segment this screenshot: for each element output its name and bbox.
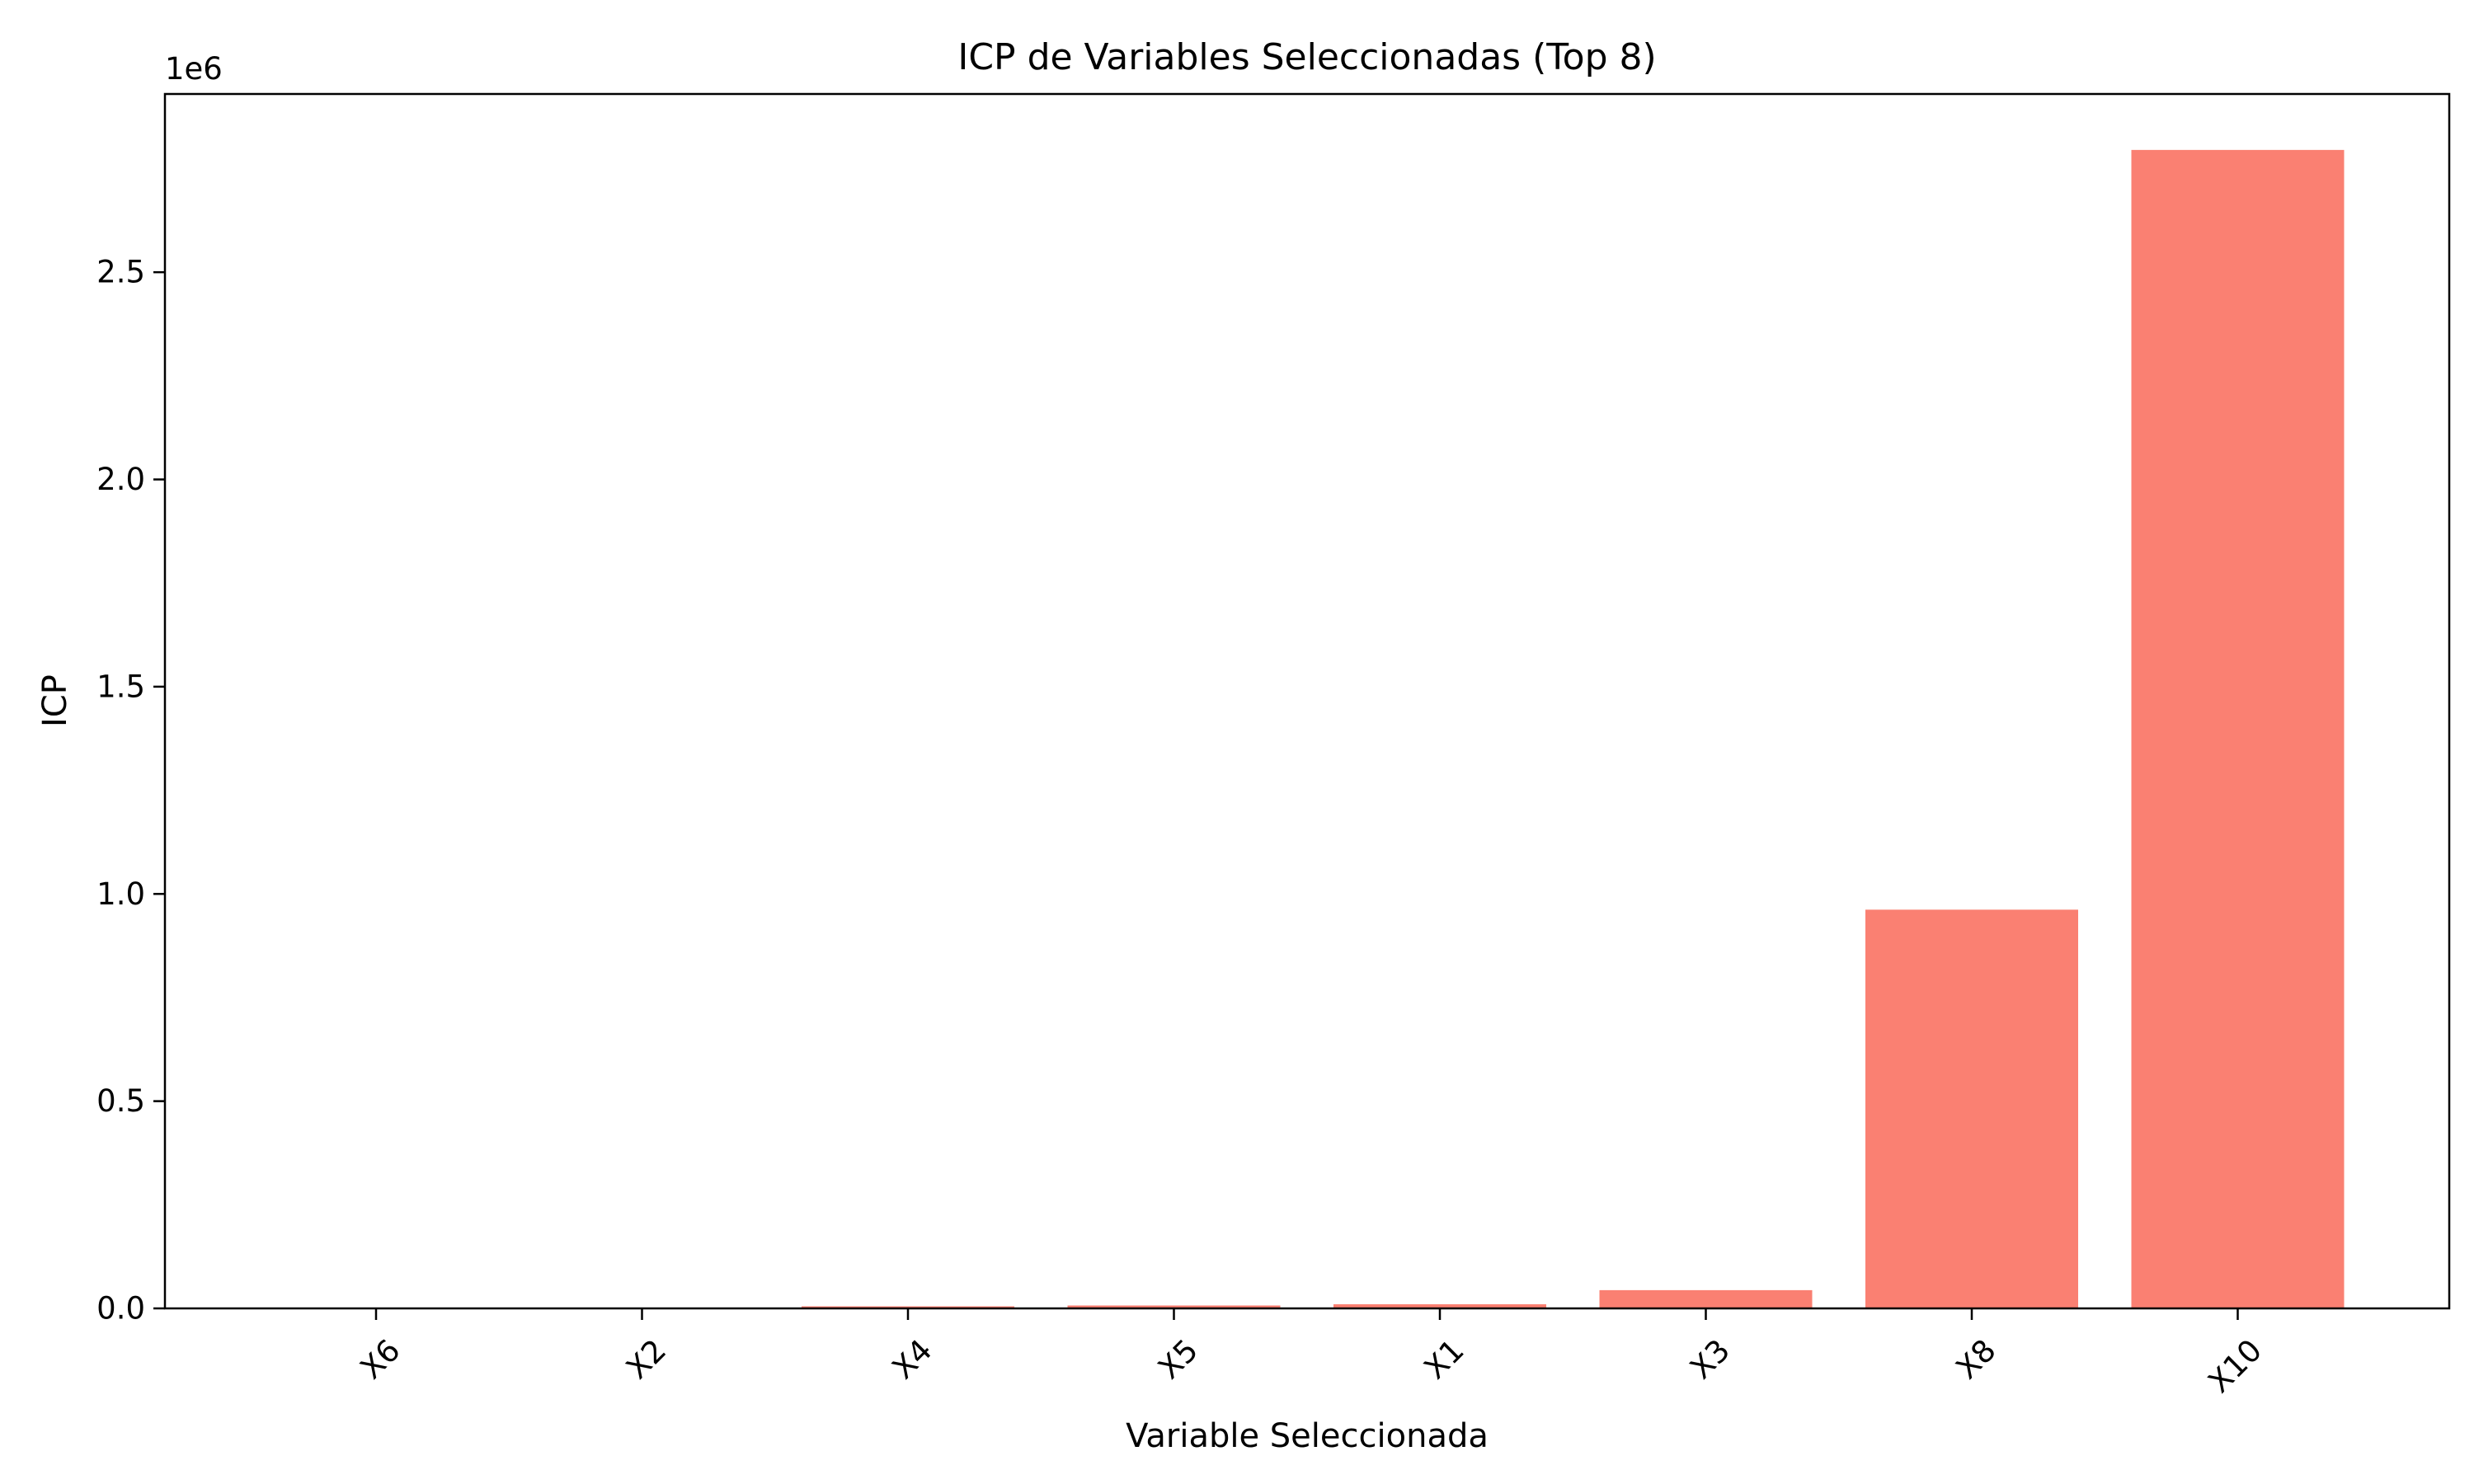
y-tick-label: 1.5 xyxy=(96,669,145,704)
x-tick-label: X6 xyxy=(354,1332,407,1386)
x-tick-label: X8 xyxy=(1950,1332,2003,1386)
bar-x4 xyxy=(802,1306,1014,1308)
y-offset-label: 1e6 xyxy=(165,51,223,87)
y-axis-label: ICP xyxy=(36,674,74,727)
y-tick-label: 2.5 xyxy=(96,255,145,290)
bar-x10 xyxy=(2131,149,2345,1308)
x-axis: X6 X2 X4 X5 X1 X3 X8 X10 xyxy=(354,1308,2269,1400)
y-tick-label: 0.0 xyxy=(96,1291,145,1327)
x-tick-label: X5 xyxy=(1151,1332,1205,1386)
x-tick-label: X4 xyxy=(886,1332,939,1386)
bars-group xyxy=(270,149,2345,1308)
plot-frame xyxy=(163,92,2451,1310)
y-tick-label: 2.0 xyxy=(96,462,145,497)
y-axis: 0.0 0.5 1.0 1.5 2.0 2.5 xyxy=(96,255,165,1327)
chart-title: ICP de Variables Seleccionadas (Top 8) xyxy=(957,36,1656,78)
bar-x5 xyxy=(1067,1305,1281,1308)
x-tick-label: X2 xyxy=(619,1332,673,1386)
bar-x8 xyxy=(1865,909,2078,1308)
x-tick-label: X3 xyxy=(1683,1332,1737,1386)
bar-x1 xyxy=(1333,1303,1546,1308)
x-tick-label: X1 xyxy=(1418,1332,1471,1386)
y-tick-label: 1.0 xyxy=(96,876,145,912)
y-tick-label: 0.5 xyxy=(96,1083,145,1119)
x-axis-label: Variable Seleccionada xyxy=(1126,1417,1489,1455)
bar-x3 xyxy=(1599,1289,1813,1308)
x-tick-label: X10 xyxy=(2201,1332,2269,1400)
